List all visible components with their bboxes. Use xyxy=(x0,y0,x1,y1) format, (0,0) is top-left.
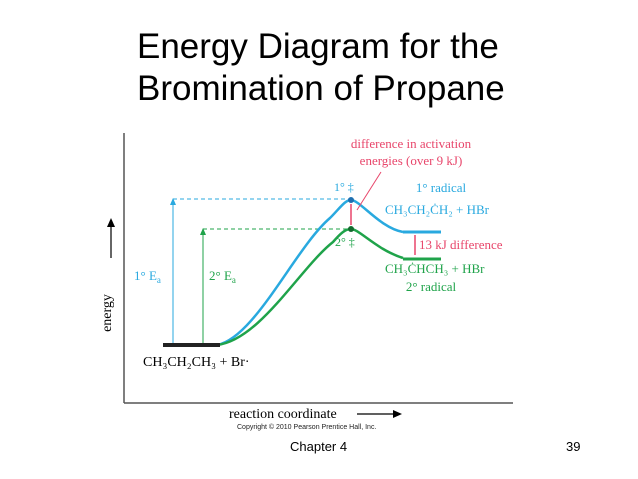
ea-secondary-label: 2° Ea xyxy=(209,268,236,285)
product-difference-label: 13 kJ difference xyxy=(419,237,503,252)
ts-difference-pointer xyxy=(356,171,382,211)
secondary-ts-label: 2° ‡ xyxy=(335,235,355,249)
page-number: 39 xyxy=(566,439,581,454)
title-line-1: Energy Diagram for the xyxy=(137,27,499,66)
copyright-notice: Copyright © 2010 Pearson Prentice Hall, … xyxy=(237,423,376,431)
y-axis-label: energy xyxy=(100,294,115,332)
secondary-reaction-curve xyxy=(216,227,404,347)
primary-radical-label: 1° radical xyxy=(416,180,467,195)
x-axis-label: reaction coordinate xyxy=(229,407,337,422)
secondary-radical-label: 2° radical xyxy=(406,279,457,294)
y-axis-arrowhead xyxy=(107,218,115,227)
activation-difference-line-1: difference in activation xyxy=(351,136,472,151)
primary-reaction-curve xyxy=(216,198,404,347)
x-axis-arrowhead xyxy=(393,410,402,418)
ea-secondary-arrowhead xyxy=(200,228,206,235)
primary-ts-label: 1° ‡ xyxy=(334,180,354,194)
slide-title: Energy Diagram for the Bromination of Pr… xyxy=(137,26,577,110)
primary-product-formula: CH₃CH₂ĊH₂ + HBr xyxy=(385,202,490,217)
reactants-formula: CH₃CH₂CH₃ + Br· xyxy=(143,355,250,370)
energy-diagram: energy 1° Ea 2° Ea difference in activat… xyxy=(100,133,513,431)
ea-primary-label: 1° Ea xyxy=(134,268,161,285)
primary-ts-dot xyxy=(348,197,354,203)
chapter-label: Chapter 4 xyxy=(290,439,348,454)
secondary-ts-dot xyxy=(348,226,354,232)
activation-difference-line-2: energies (over 9 kJ) xyxy=(360,153,463,168)
title-line-2: Bromination of Propane xyxy=(137,69,505,108)
ea-primary-arrowhead xyxy=(170,198,176,205)
secondary-product-formula: CH₃ĊHCH₃ + HBr xyxy=(385,261,485,276)
